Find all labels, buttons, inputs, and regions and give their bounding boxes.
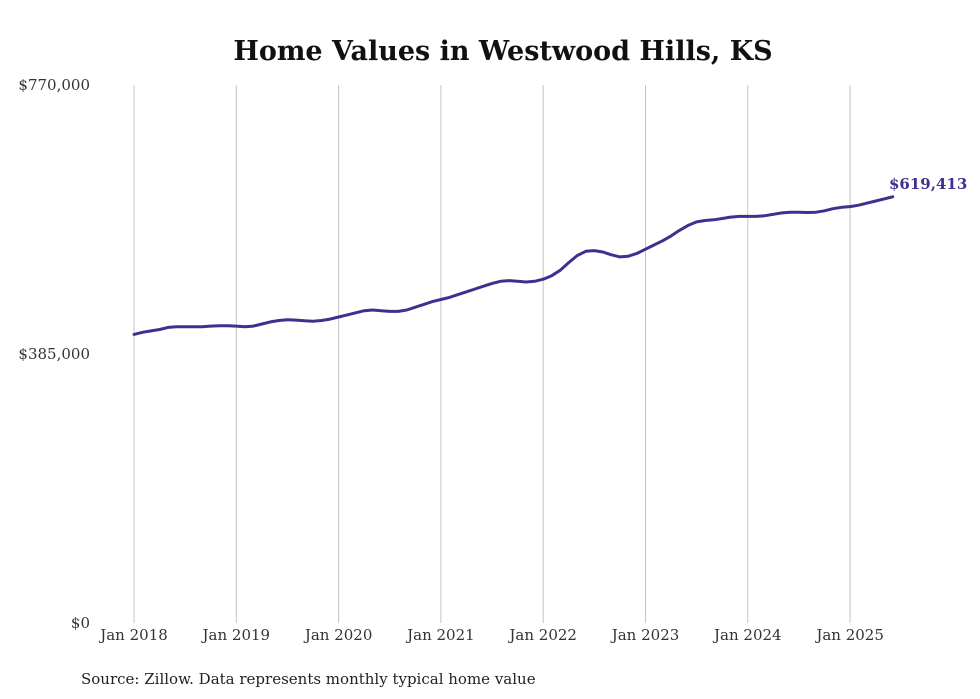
x-axis-ticks: Jan 2018 Jan 2019 Jan 2020 Jan 2021 Jan 2022… [98, 626, 884, 644]
y-tick-label: $0 [71, 614, 90, 632]
latest-value-label: $619,413 [889, 175, 967, 193]
y-tick-label: $385,000 [18, 345, 90, 363]
x-tick-label: Jan 2024 [712, 626, 782, 644]
x-tick-label: Jan 2022 [507, 626, 577, 644]
y-tick-label: $770,000 [18, 76, 90, 94]
chart-title: Home Values in Westwood Hills, KS [233, 36, 772, 67]
x-tick-label: Jan 2018 [98, 626, 168, 644]
x-tick-label: Jan 2019 [201, 626, 271, 644]
x-tick-label: Jan 2021 [405, 626, 475, 644]
y-axis-ticks: $0 $385,000 $770,000 [18, 76, 90, 632]
source-note: Source: Zillow. Data represents monthly … [81, 670, 536, 688]
x-tick-label: Jan 2025 [814, 626, 884, 644]
x-tick-label: Jan 2020 [303, 626, 373, 644]
x-tick-label: Jan 2023 [610, 626, 680, 644]
gridlines [133, 85, 851, 623]
home-value-line [132, 195, 895, 336]
